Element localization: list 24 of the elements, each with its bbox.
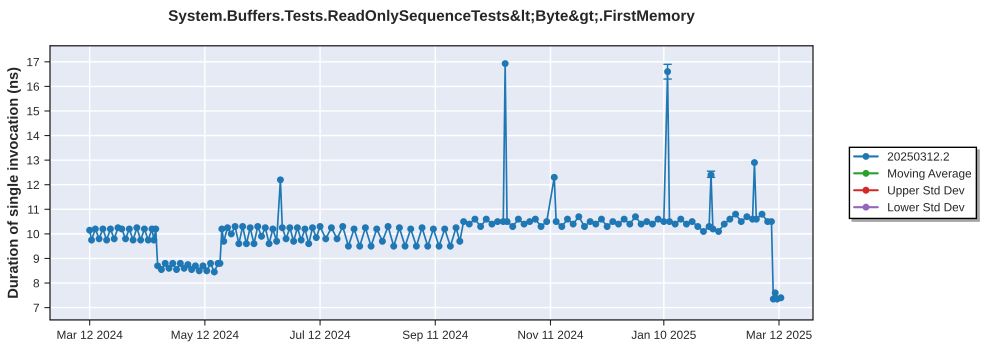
y-tick-label: 13 [27,156,40,165]
y-tick-label: 8 [34,279,40,288]
legend-label: Upper Std Dev [888,186,965,197]
x-tick-label: Mar 12 2025 [746,330,812,339]
y-tick-label: 9 [34,254,40,263]
x-tick-label: Jul 12 2024 [290,330,350,339]
y-tick-label: 11 [28,205,40,214]
legend-label: Lower Std Dev [888,202,965,212]
y-tick-label: 15 [27,107,40,116]
x-tick-label: Nov 11 2024 [518,330,584,339]
y-tick-label: 12 [27,180,39,189]
y-tick-label: 14 [27,132,40,140]
legend-label: 20250312.2 [888,152,949,161]
y-tick-label: 7 [34,304,39,312]
x-tick-label: May 12 2024 [172,330,239,342]
x-tick-label: Jan 10 2025 [631,330,696,339]
y-tick-label: 10 [27,230,40,238]
y-tick-label: 17 [27,58,39,66]
x-tick-label: Mar 12 2024 [57,330,122,339]
y-tick-label: 16 [27,82,40,91]
y-axis-title: Duration of single invocation (ns) [7,68,21,298]
x-tick-label: Sep 11 2024 [402,330,468,342]
legend-label: Moving Average [888,168,972,180]
chart-title: System.Buffers.Tests.ReadOnlySequenceTests&lt;Byte&gt;.FirstMemory [168,10,695,24]
